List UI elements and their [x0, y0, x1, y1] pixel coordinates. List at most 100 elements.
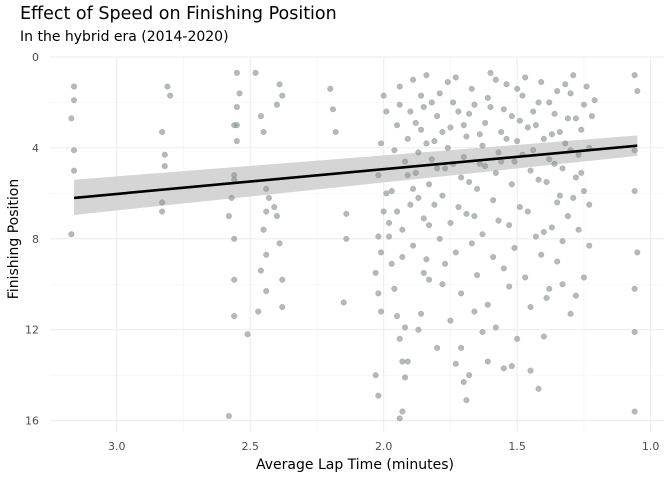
data-point [426, 222, 433, 229]
y-tick-label: 16 [25, 415, 39, 428]
data-point [343, 235, 350, 242]
data-point [546, 285, 553, 292]
data-point [255, 308, 262, 315]
data-point [68, 231, 75, 238]
data-point [474, 272, 481, 279]
data-point [418, 310, 425, 317]
data-point [431, 201, 438, 208]
data-point [402, 374, 409, 381]
data-point [428, 156, 435, 163]
data-point [423, 72, 430, 79]
data-point [70, 97, 78, 104]
data-point [426, 276, 433, 283]
data-point [538, 251, 545, 258]
points-layer [68, 69, 641, 422]
y-axis-ticks: 0 4 8 12 16 [25, 51, 39, 428]
data-point [260, 226, 267, 233]
data-point [466, 178, 473, 186]
data-point [564, 115, 571, 122]
data-point [468, 240, 475, 247]
data-point [546, 99, 553, 106]
data-point [631, 188, 638, 195]
data-point [634, 88, 641, 95]
data-point [385, 233, 393, 240]
y-tick-label: 8 [32, 233, 39, 246]
data-point [535, 176, 542, 183]
data-point [396, 101, 403, 108]
data-point [466, 110, 473, 117]
data-point [586, 201, 593, 208]
data-point [415, 194, 422, 201]
chart-subtitle: In the hybrid era (2014-2020) [20, 29, 229, 45]
data-point [572, 115, 579, 122]
data-point [271, 203, 278, 211]
data-point [567, 310, 574, 317]
data-point [279, 303, 286, 311]
data-point [471, 308, 478, 315]
data-point [410, 76, 417, 83]
data-point [463, 397, 470, 404]
data-point [570, 72, 577, 79]
data-point [484, 94, 491, 101]
data-point [70, 147, 78, 154]
data-point [458, 174, 465, 181]
data-point [161, 163, 168, 170]
data-point [522, 274, 529, 281]
data-point [343, 210, 350, 217]
data-point [578, 126, 585, 133]
data-point [420, 269, 427, 276]
data-point [233, 138, 240, 145]
data-point [551, 160, 558, 167]
data-point [514, 335, 521, 342]
data-point [452, 360, 459, 367]
data-point [402, 324, 409, 331]
data-point [519, 92, 526, 99]
data-point [583, 83, 590, 90]
data-point [340, 299, 347, 306]
data-point [498, 128, 505, 136]
confidence-band [74, 135, 638, 215]
data-point [580, 101, 587, 108]
data-point [236, 90, 243, 97]
data-point [508, 363, 515, 370]
data-point [388, 188, 395, 195]
data-point [524, 208, 531, 215]
data-point [391, 147, 398, 154]
data-point [418, 126, 425, 133]
data-point [564, 213, 571, 220]
x-tick-label: 1.0 [642, 440, 660, 453]
data-point [586, 242, 593, 249]
data-point [508, 181, 515, 188]
data-point [159, 199, 166, 206]
data-point [439, 128, 446, 136]
data-point [420, 103, 427, 111]
data-point [554, 88, 561, 95]
data-point [372, 269, 379, 276]
data-point [455, 108, 462, 115]
data-point [540, 333, 547, 340]
data-point [380, 208, 387, 215]
data-point [231, 122, 238, 129]
data-point [546, 156, 553, 163]
x-tick-label: 2.5 [241, 440, 259, 453]
data-point [492, 169, 499, 176]
data-point [506, 222, 513, 229]
data-point [556, 128, 563, 136]
data-point [572, 174, 579, 181]
data-point [482, 119, 489, 126]
data-point [399, 408, 406, 415]
data-point [540, 135, 547, 142]
data-point [399, 253, 406, 261]
data-point [503, 81, 510, 88]
data-point [474, 185, 481, 192]
x-tick-label: 2.0 [375, 440, 393, 453]
data-point [263, 208, 270, 215]
data-point [257, 113, 264, 120]
data-point [393, 208, 401, 215]
data-point [471, 101, 478, 108]
data-point [484, 301, 491, 308]
data-point [257, 267, 264, 274]
data-point [522, 74, 529, 81]
data-point [161, 151, 168, 158]
data-point [70, 167, 78, 174]
